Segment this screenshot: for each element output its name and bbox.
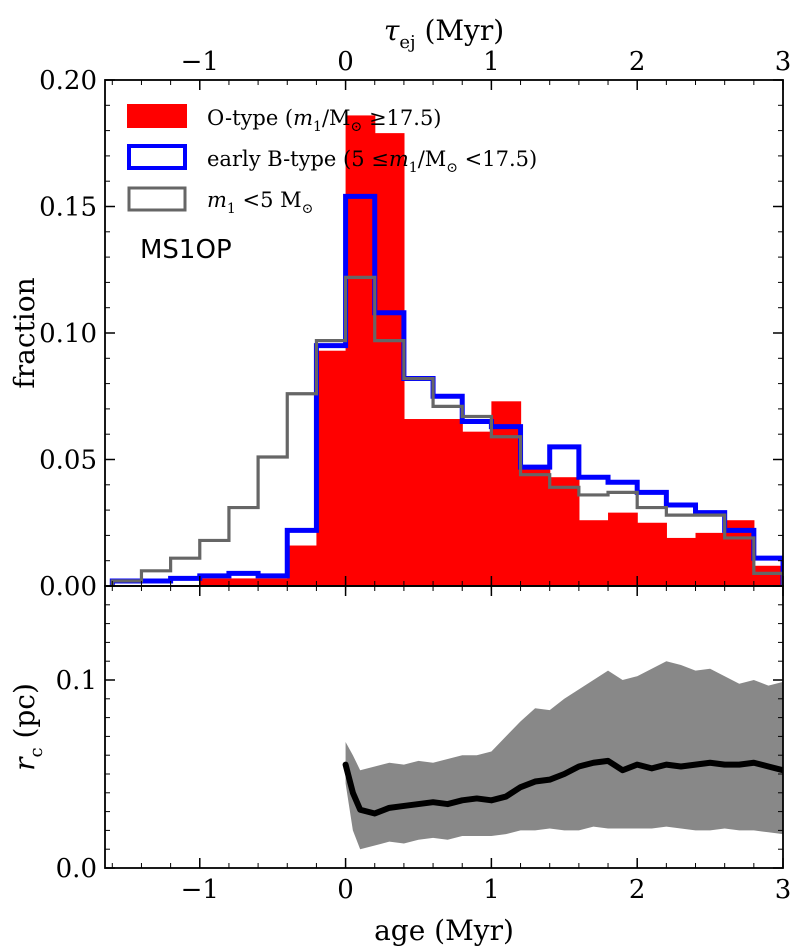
legend-swatch-low-mass bbox=[127, 186, 187, 212]
rc-median-line bbox=[342, 757, 783, 817]
low-mass-step-line bbox=[110, 275, 783, 586]
median-line-group bbox=[342, 757, 783, 817]
x-tick-label: 0 bbox=[337, 875, 354, 905]
o-type-bar bbox=[258, 578, 288, 586]
x-axis-label: age (Myr) bbox=[374, 914, 514, 947]
o-type-bar bbox=[666, 537, 697, 586]
histogram-panel: −1 0 1 2 3 0.00 0.05 0.10 0.15 0.20 O-type (m1/M⊙… bbox=[8, 14, 791, 602]
o-type-bars bbox=[199, 115, 783, 586]
o-type-bar bbox=[520, 467, 551, 586]
top-y-axis-label: fraction bbox=[8, 277, 41, 388]
annotation-ms1op: MS1OP bbox=[140, 235, 232, 265]
legend-swatch-early-b-type bbox=[127, 144, 187, 170]
o-type-bar bbox=[287, 545, 318, 586]
x-tick-label: −1 bbox=[181, 875, 219, 905]
legend: O-type (m1/M⊙ ≥17.5) early B-type (5 ≤m1… bbox=[127, 104, 537, 217]
core-radius-panel: −1 0 1 2 3 0.0 0.1 rc (pc) age (Myr) bbox=[8, 585, 792, 947]
x-tick-label: 1 bbox=[483, 875, 500, 905]
o-type-bar bbox=[549, 477, 580, 586]
bottom-y-axis-label: rc (pc) bbox=[8, 683, 47, 771]
top-x-tick-label: 1 bbox=[483, 47, 500, 77]
o-type-bar bbox=[462, 431, 492, 586]
spread-area-group bbox=[345, 661, 783, 850]
y-tick-label: 0.05 bbox=[39, 446, 97, 476]
top-axis-label: τej (Myr) bbox=[384, 14, 504, 53]
rc-spread-area bbox=[345, 661, 783, 850]
x-tick-label: 3 bbox=[775, 875, 792, 905]
top-x-tick-label: 2 bbox=[629, 47, 646, 77]
o-type-bar bbox=[316, 350, 347, 586]
o-type-bar bbox=[374, 133, 405, 586]
o-type-bar bbox=[403, 419, 434, 586]
o-type-bar bbox=[199, 578, 230, 586]
o-type-bar bbox=[433, 419, 463, 586]
y-tick-label: 0.10 bbox=[39, 319, 97, 349]
legend-label-low-mass: m1 <5 M⊙ bbox=[207, 188, 313, 217]
step-series bbox=[109, 193, 783, 586]
early-b-type-step-line bbox=[109, 193, 783, 586]
y-tick-label: 0.1 bbox=[56, 666, 97, 696]
o-type-bar bbox=[608, 512, 638, 586]
top-x-tick-label: 3 bbox=[775, 47, 792, 77]
y-tick-label: 0.15 bbox=[39, 193, 97, 223]
o-type-bar bbox=[228, 578, 259, 586]
o-type-bar bbox=[695, 532, 726, 586]
y-tick-label: 0.20 bbox=[39, 66, 97, 96]
top-x-tick-label: 0 bbox=[337, 47, 354, 77]
o-type-bar bbox=[753, 565, 783, 586]
y-tick-label: 0.00 bbox=[39, 572, 97, 602]
o-type-bar bbox=[345, 115, 376, 586]
bottom-plot-frame bbox=[104, 585, 784, 869]
o-type-bar bbox=[637, 522, 667, 586]
legend-swatch-o-type bbox=[127, 104, 187, 128]
legend-label-early-b-type: early B-type (5 ≤m1/M⊙ <17.5) bbox=[207, 147, 537, 176]
y-tick-label: 0.0 bbox=[56, 854, 97, 884]
legend-label-o-type: O-type (m1/M⊙ ≥17.5) bbox=[207, 106, 442, 135]
x-tick-label: 2 bbox=[629, 875, 646, 905]
o-type-bar bbox=[578, 520, 609, 586]
o-type-bar bbox=[491, 401, 522, 586]
top-x-tick-label: −1 bbox=[181, 47, 219, 77]
bottom-panel-ticks: −1 0 1 2 3 0.0 0.1 bbox=[56, 585, 792, 905]
